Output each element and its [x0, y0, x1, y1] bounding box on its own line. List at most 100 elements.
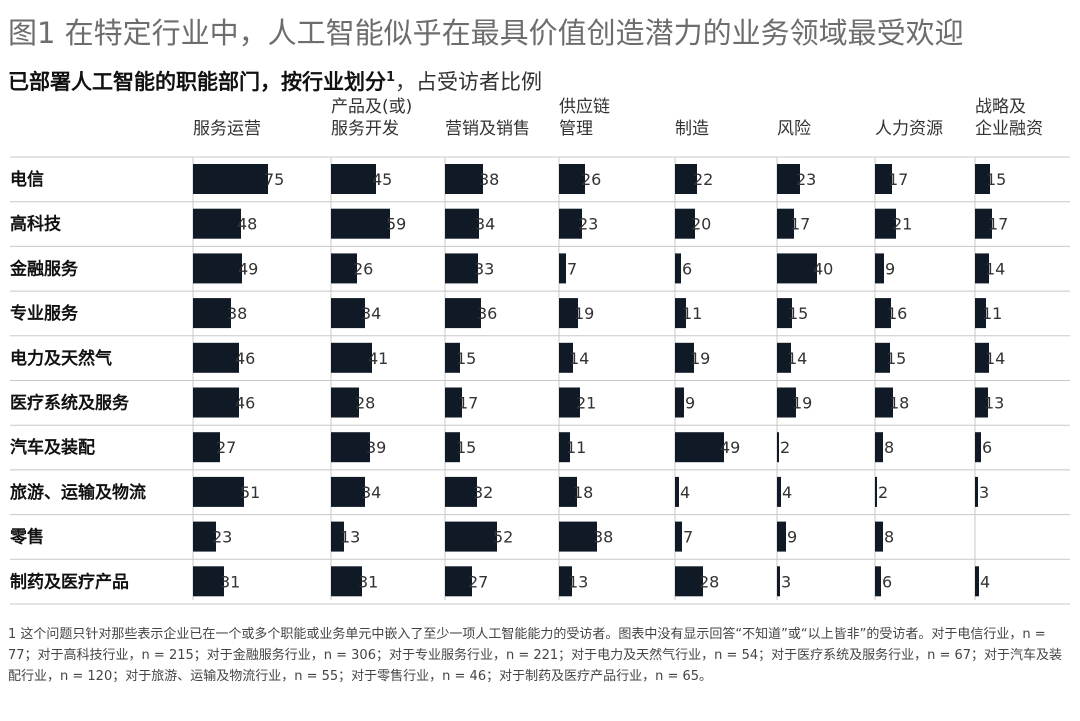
row-label: 电力及天然气: [10, 348, 112, 369]
bar: [331, 298, 365, 329]
data-label: 51: [240, 483, 260, 502]
data-label: 59: [386, 215, 406, 234]
bar: [193, 342, 239, 373]
data-label: 4: [680, 483, 690, 502]
bar: [559, 432, 570, 463]
bar: [331, 432, 370, 463]
data-label: 19: [690, 349, 710, 368]
bar: [975, 253, 989, 284]
data-label: 34: [361, 304, 381, 323]
bar: [193, 432, 220, 463]
data-label: 46: [235, 349, 255, 368]
data-label: 23: [796, 170, 816, 189]
data-label: 28: [699, 572, 719, 591]
data-label: 19: [574, 304, 594, 323]
bar: [559, 342, 573, 373]
bar: [445, 521, 497, 552]
bar: [975, 476, 978, 507]
bar: [331, 208, 390, 239]
column-header: 管理: [559, 119, 593, 139]
bar: [875, 521, 883, 552]
data-label: 6: [682, 259, 692, 278]
data-label: 17: [988, 215, 1008, 234]
data-label: 2: [780, 438, 790, 457]
bar: [777, 208, 794, 239]
bar: [975, 566, 979, 597]
data-label: 17: [790, 215, 810, 234]
bar: [445, 566, 472, 597]
bar: [445, 387, 462, 418]
data-label: 13: [340, 528, 360, 547]
bar: [675, 342, 694, 373]
data-label: 32: [473, 483, 493, 502]
bar: [875, 253, 884, 284]
data-label: 34: [361, 483, 381, 502]
data-label: 40: [813, 259, 833, 278]
data-label: 49: [720, 438, 740, 457]
data-label: 52: [493, 528, 513, 547]
bar: [675, 476, 679, 507]
data-label: 19: [792, 394, 812, 413]
row-label: 零售: [9, 527, 44, 548]
footnote: 1 这个问题只针对那些表示企业已在一个或多个职能或业务单元中嵌入了至少一项人工智…: [8, 627, 1063, 684]
bar: [331, 164, 376, 194]
bar: [875, 208, 896, 239]
column-header: 服务开发: [331, 119, 399, 139]
data-label: 27: [216, 438, 236, 457]
data-label: 14: [985, 349, 1005, 368]
bar: [675, 298, 686, 329]
data-label: 16: [887, 304, 907, 323]
bar: [975, 298, 986, 329]
bar: [559, 208, 582, 239]
footnote-marker: 1: [386, 70, 396, 85]
data-label: 15: [886, 349, 906, 368]
bar: [331, 521, 344, 552]
bar: [975, 208, 992, 239]
data-label: 21: [576, 394, 596, 413]
column-header: 人力资源: [875, 119, 943, 139]
data-label: 11: [682, 304, 702, 323]
data-label: 14: [787, 349, 807, 368]
bar: [675, 253, 681, 284]
data-label: 27: [468, 572, 488, 591]
data-label: 20: [691, 215, 711, 234]
data-label: 14: [985, 259, 1005, 278]
column-header: 企业融资: [975, 119, 1043, 139]
column-header: 供应链: [559, 97, 610, 117]
bar: [559, 566, 572, 597]
bar: [331, 342, 372, 373]
data-label: 8: [884, 528, 894, 547]
data-label: 14: [569, 349, 589, 368]
bar: [875, 298, 891, 329]
bar: [777, 521, 786, 552]
data-label: 11: [982, 304, 1002, 323]
data-label: 45: [372, 170, 392, 189]
data-label: 26: [581, 170, 601, 189]
bar: [445, 476, 477, 507]
data-label: 3: [979, 483, 989, 502]
data-label: 13: [568, 572, 588, 591]
data-label: 9: [787, 528, 797, 547]
data-label: 15: [788, 304, 808, 323]
data-label: 15: [456, 438, 476, 457]
data-label: 31: [220, 572, 240, 591]
data-label: 38: [479, 170, 499, 189]
bar: [331, 253, 357, 284]
bar: [675, 387, 684, 418]
column-header: 制造: [675, 119, 709, 139]
data-label: 34: [475, 215, 495, 234]
data-label: 3: [781, 572, 791, 591]
row-label: 高科技: [10, 214, 62, 235]
bar: [675, 566, 703, 597]
data-label: 17: [888, 170, 908, 189]
data-label: 2: [878, 483, 888, 502]
data-label: 4: [782, 483, 792, 502]
bar: [777, 164, 800, 194]
data-label: 49: [238, 259, 258, 278]
bar: [875, 387, 893, 418]
data-label: 11: [566, 438, 586, 457]
bar: [777, 387, 796, 418]
bar: [675, 164, 697, 194]
data-label: 4: [980, 572, 990, 591]
